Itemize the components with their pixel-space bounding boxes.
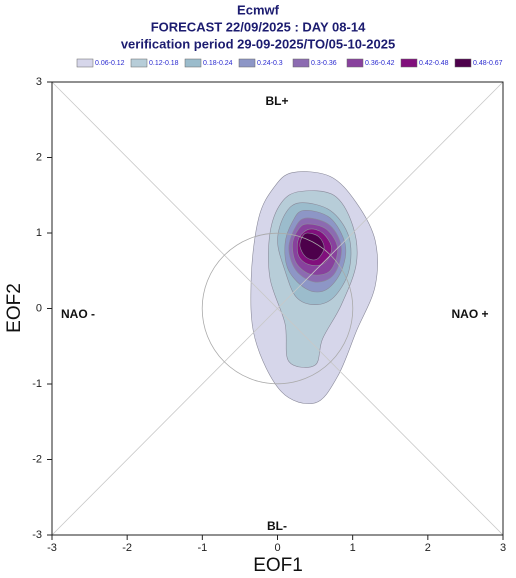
- annotation: NAO -: [61, 307, 95, 321]
- title: FORECAST 22/09/2025 : DAY 08-14: [151, 19, 366, 34]
- y-axis-label: EOF2: [4, 283, 25, 333]
- y-tick-label: 0: [36, 302, 42, 314]
- legend-swatch: [400, 58, 418, 68]
- x-tick-label: 1: [350, 542, 356, 554]
- title: Ecmwf: [237, 2, 280, 17]
- y-tick-label: 2: [36, 151, 42, 163]
- plot-area: [250, 171, 378, 404]
- y-tick-label: 3: [36, 76, 42, 88]
- legend-label: 0.18-0.24: [203, 60, 233, 67]
- x-tick-label: 2: [425, 542, 431, 554]
- x-axis-label: EOF1: [253, 555, 303, 576]
- legend-swatch: [76, 58, 94, 68]
- legend-swatch: [292, 58, 310, 68]
- legend-swatch: [238, 58, 256, 68]
- diagonal: [51, 81, 504, 536]
- legend-label: 0.06-0.12: [95, 60, 125, 67]
- y-tick-label: -3: [32, 529, 42, 541]
- legend-label: 0.3-0.36: [311, 60, 337, 67]
- legend-swatch: [346, 58, 364, 68]
- x-tick-label: 0: [274, 542, 280, 554]
- legend-swatch: [184, 58, 202, 68]
- y-tick-label: -2: [32, 453, 42, 465]
- legend-swatch: [454, 58, 472, 68]
- annotation: BL-: [267, 519, 287, 533]
- legend-label: 0.24-0.3: [257, 60, 283, 67]
- unit-circle: [201, 232, 354, 385]
- x-tick-label: -3: [47, 542, 57, 554]
- annotation: BL+: [265, 94, 288, 108]
- x-tick-label: 3: [500, 542, 506, 554]
- title: verification period 29-09-2025/TO/05-10-…: [121, 36, 395, 51]
- legend-label: 0.36-0.42: [365, 60, 395, 67]
- y-tick-label: -1: [32, 378, 42, 390]
- legend-label: 0.12-0.18: [149, 60, 179, 67]
- legend-label: 0.42-0.48: [419, 60, 449, 67]
- annotation: NAO +: [451, 307, 488, 321]
- x-tick-label: -2: [122, 542, 132, 554]
- y-tick-label: 1: [36, 227, 42, 239]
- legend-label: 0.48-0.67: [473, 60, 503, 67]
- x-tick-label: -1: [197, 542, 207, 554]
- legend-swatch: [130, 58, 148, 68]
